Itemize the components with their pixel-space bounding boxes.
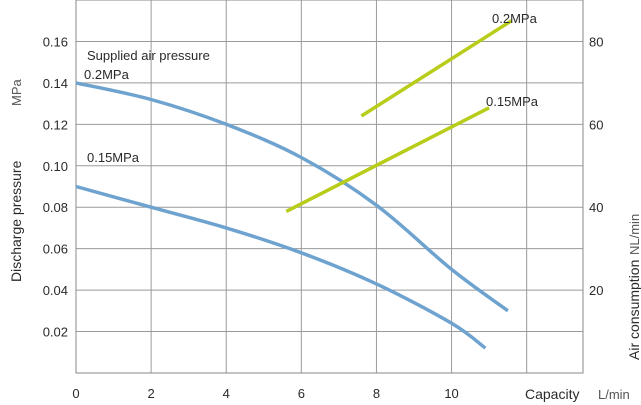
- y-left-tick-label: 0.02: [43, 325, 68, 340]
- x-axis-unit: L/min: [598, 387, 630, 402]
- x-tick-label: 6: [298, 386, 305, 401]
- supplied-air-pressure-label: Supplied air pressure: [87, 48, 210, 63]
- x-tick-label: 8: [373, 386, 380, 401]
- discharge-pressure-curve-0: [75, 81, 509, 313]
- y-right-tick-label: 60: [589, 117, 603, 132]
- y-left-tick-label: 0.12: [43, 117, 68, 132]
- air-consumption-line-3: [285, 106, 490, 213]
- y-left-tick-label: 0.06: [43, 242, 68, 257]
- x-tick-label: 4: [223, 386, 230, 401]
- series-layer: [75, 19, 513, 350]
- y-left-axis-unit: MPa: [9, 79, 24, 107]
- pressure-02mpa-label: 0.2MPa: [84, 67, 130, 82]
- ticks-layer: 0 2 4 6 8 10 0.02 0.04 0.06 0.08 0.10 0.12 0.14 0.16 2…: [43, 34, 604, 401]
- x-axis-title: Capacity: [525, 386, 579, 402]
- y-left-tick-label: 0.10: [43, 159, 68, 174]
- y-left-tick-label: 0.14: [43, 76, 68, 91]
- air-02mpa-label: 0.2MPa: [492, 11, 538, 26]
- y-right-tick-label: 20: [589, 283, 603, 298]
- y-left-tick-label: 0.16: [43, 34, 68, 49]
- x-tick-label: 10: [444, 386, 458, 401]
- y-right-axis-unit: NL/min: [627, 214, 641, 255]
- y-right-axis-title: Air consumption: [626, 260, 641, 360]
- pressure-015mpa-label: 0.15MPa: [87, 150, 140, 165]
- air-consumption-line-2: [360, 19, 513, 118]
- y-left-tick-label: 0.04: [43, 283, 68, 298]
- y-right-tick-label: 40: [589, 200, 603, 215]
- x-tick-label: 2: [147, 386, 154, 401]
- discharge-pressure-curve-1: [75, 184, 487, 350]
- grid: [76, 0, 583, 373]
- air-015mpa-label: 0.15MPa: [486, 94, 539, 109]
- x-tick-label: 0: [72, 386, 79, 401]
- y-left-axis-title: Discharge pressure: [8, 160, 24, 282]
- y-left-tick-label: 0.08: [43, 200, 68, 215]
- y-right-tick-label: 80: [589, 34, 603, 49]
